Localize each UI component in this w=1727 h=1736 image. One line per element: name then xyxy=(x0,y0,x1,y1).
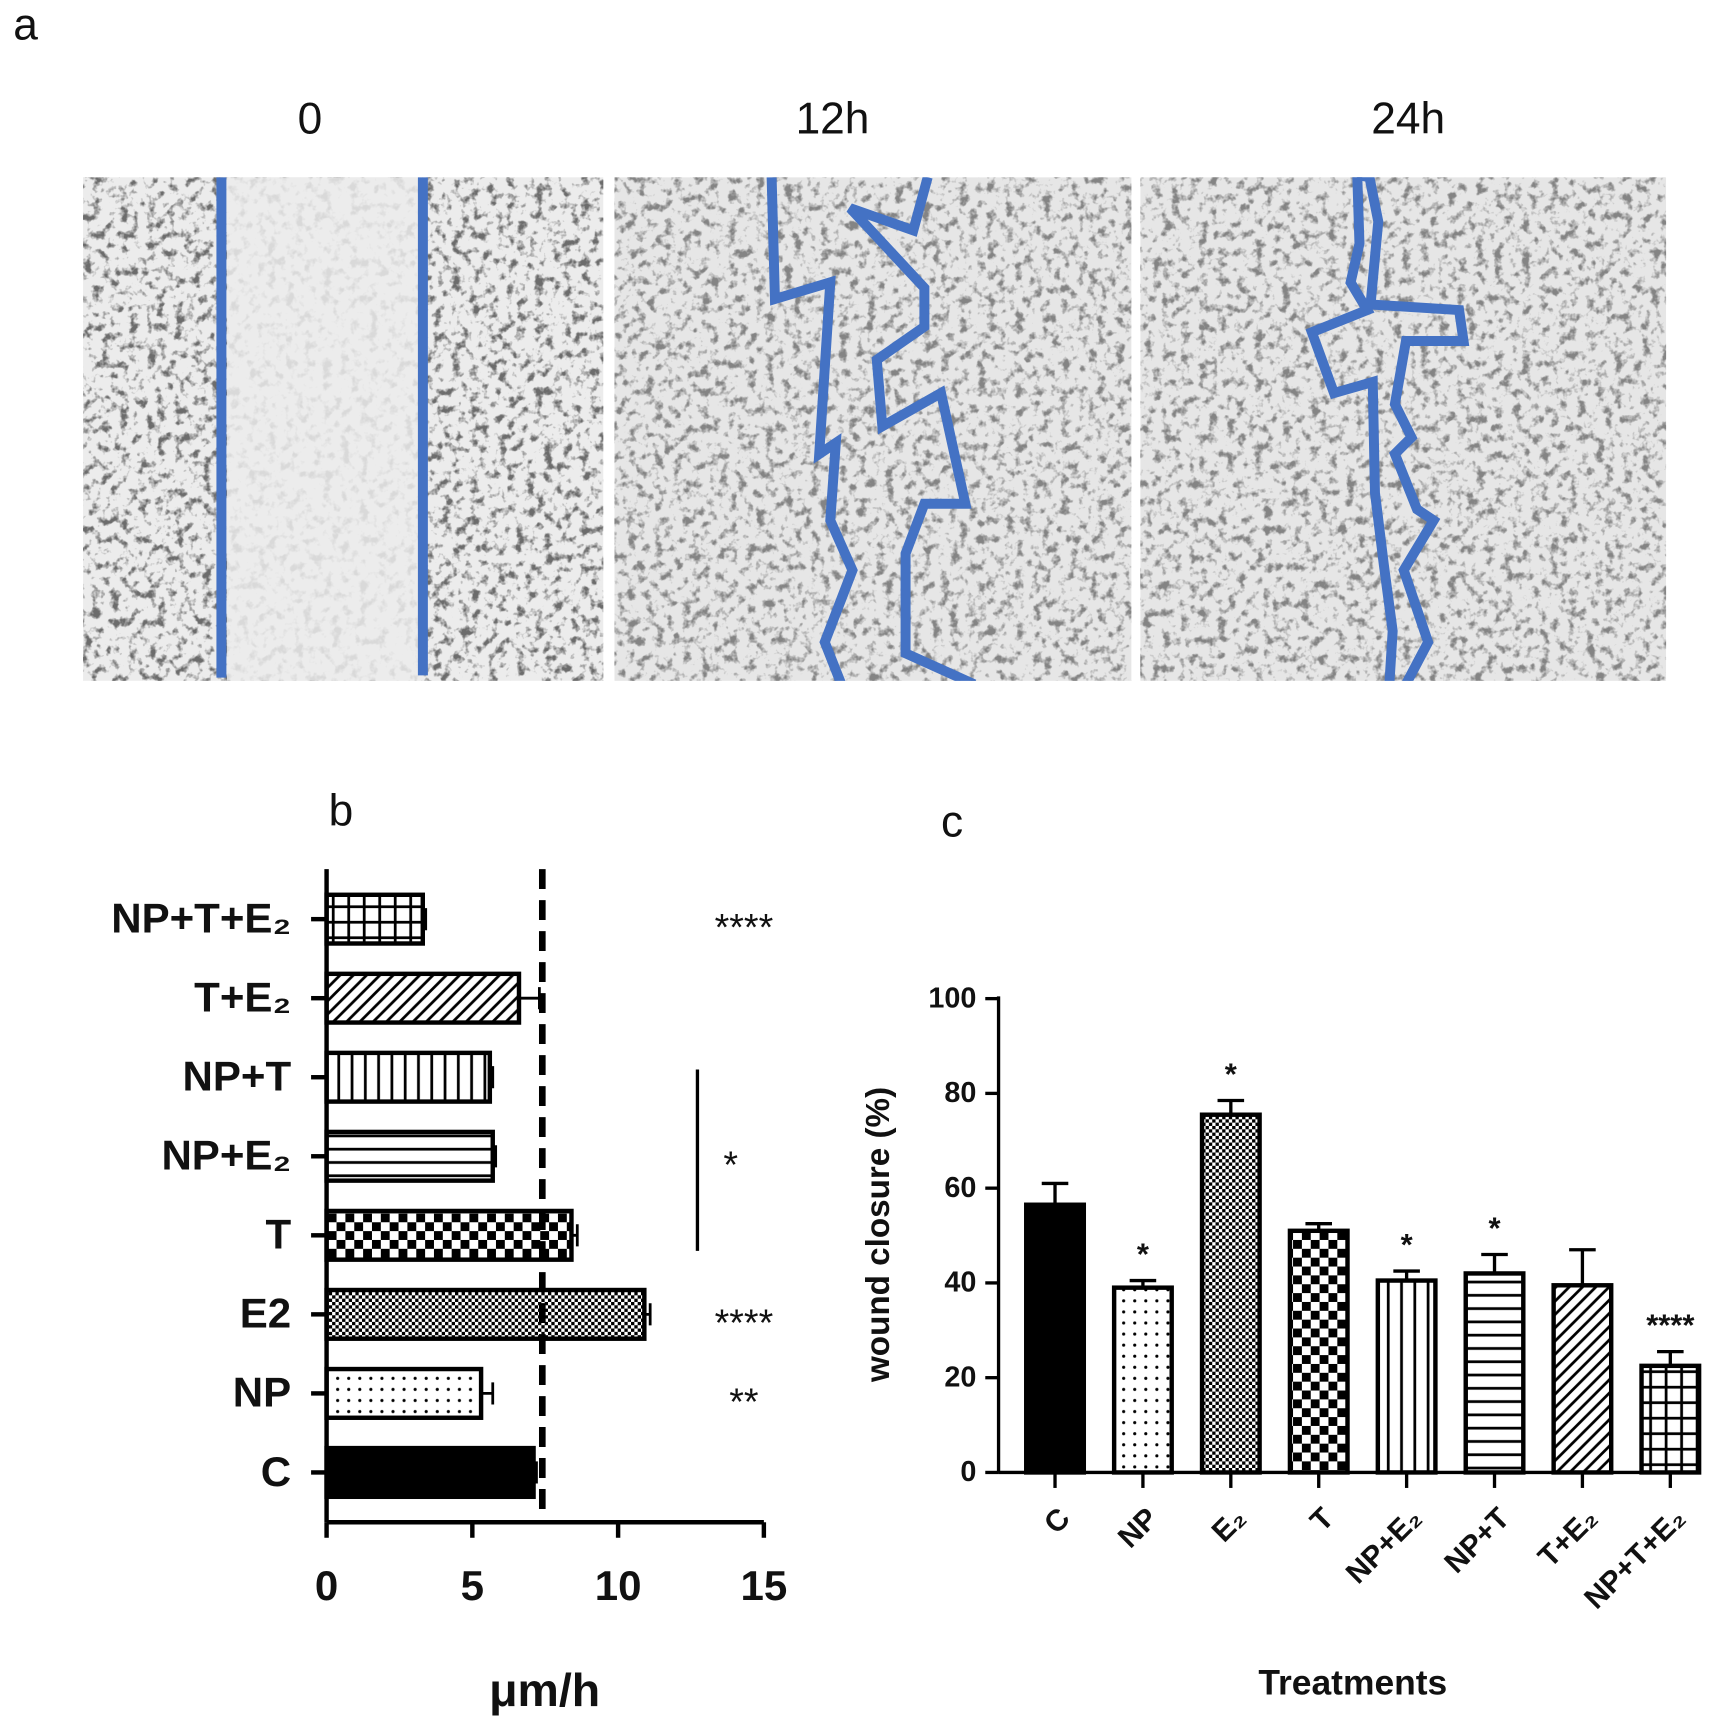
bar xyxy=(1463,1271,1526,1475)
error-bar xyxy=(1217,1098,1245,1115)
y-tick-label: 0 xyxy=(960,1456,976,1488)
bar xyxy=(324,1208,574,1262)
error-bar xyxy=(1041,1181,1069,1205)
image-title: 12h xyxy=(796,95,870,144)
x-tick-label: C xyxy=(1038,1502,1077,1541)
y-tick-label: 60 xyxy=(944,1172,976,1204)
y-tick-label: 80 xyxy=(944,1077,976,1109)
bar xyxy=(1024,1202,1087,1475)
bar xyxy=(324,1287,647,1341)
error-bar xyxy=(422,908,428,931)
error-bar xyxy=(518,987,541,1010)
x-tick-label: E₂ xyxy=(1206,1502,1253,1549)
bar xyxy=(1199,1112,1262,1475)
x-tick-label: 15 xyxy=(740,1562,787,1609)
bar xyxy=(1287,1228,1350,1475)
y-tick-label: 40 xyxy=(944,1267,976,1299)
error-bar xyxy=(1481,1252,1508,1274)
y-tick-label: 20 xyxy=(944,1361,976,1393)
significance: **** xyxy=(715,1301,774,1343)
error-bar xyxy=(571,1224,579,1247)
bar xyxy=(324,1445,536,1500)
panel-label: a xyxy=(13,0,38,49)
significance: * xyxy=(1137,1236,1150,1271)
bar xyxy=(324,1050,493,1104)
micrograph xyxy=(614,177,1132,681)
bar xyxy=(1111,1285,1174,1475)
significance: ** xyxy=(729,1380,759,1422)
error-bar xyxy=(492,1145,498,1168)
y-tick-label: NP+T xyxy=(182,1053,291,1100)
x-axis-label: Treatments xyxy=(1258,1662,1447,1702)
x-tick-label: T xyxy=(1304,1502,1340,1538)
x-tick-label: 0 xyxy=(315,1562,338,1609)
y-tick-label: T xyxy=(265,1211,291,1258)
y-tick-label: T+E₂ xyxy=(194,974,291,1021)
panel-label: c xyxy=(941,798,963,847)
y-axis-label: wound closure (%) xyxy=(860,1087,897,1383)
y-tick-label: C xyxy=(261,1448,291,1495)
y-tick-label: NP+T+E₂ xyxy=(111,894,291,941)
error-bar xyxy=(481,1382,495,1405)
error-bar xyxy=(1569,1248,1596,1286)
x-tick-label: NP+T xyxy=(1438,1502,1516,1580)
bar xyxy=(1639,1363,1702,1475)
bar xyxy=(1375,1278,1438,1475)
bar xyxy=(324,971,522,1025)
significance: * xyxy=(1225,1056,1238,1091)
x-tick-label: NP xyxy=(1112,1502,1165,1555)
image-title: 0 xyxy=(298,95,323,144)
micrograph xyxy=(83,177,604,681)
x-tick-label: NP+E₂ xyxy=(1340,1502,1428,1590)
significance: **** xyxy=(1646,1307,1695,1342)
x-tick-label: 5 xyxy=(461,1562,484,1609)
error-bar xyxy=(644,1303,652,1326)
significance: * xyxy=(723,1143,738,1185)
significance: * xyxy=(1488,1210,1501,1245)
micrograph xyxy=(1140,177,1667,681)
y-tick-label: NP xyxy=(233,1369,291,1416)
x-axis-label: μm/h xyxy=(489,1664,600,1716)
bar xyxy=(324,1129,495,1183)
error-bar xyxy=(1657,1349,1684,1366)
significance: **** xyxy=(715,906,774,948)
bar xyxy=(324,1366,484,1420)
x-tick-label: T+E₂ xyxy=(1532,1502,1604,1574)
panel-label: b xyxy=(329,786,354,835)
significance: * xyxy=(1401,1227,1414,1262)
y-tick-label: 100 xyxy=(928,982,976,1014)
y-tick-label: NP+E₂ xyxy=(161,1132,291,1179)
bar xyxy=(1551,1283,1614,1475)
x-tick-label: 10 xyxy=(595,1562,642,1609)
y-tick-label: E2 xyxy=(240,1290,291,1337)
error-bar xyxy=(533,1461,538,1484)
image-title: 24h xyxy=(1371,95,1445,144)
error-bar xyxy=(489,1066,495,1089)
bar xyxy=(324,892,425,946)
